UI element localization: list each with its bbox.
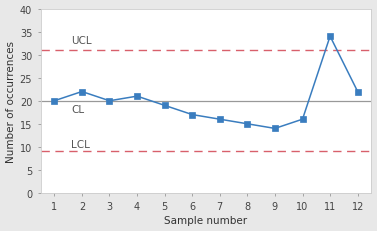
Text: CL: CL: [71, 105, 84, 115]
X-axis label: Sample number: Sample number: [164, 216, 248, 225]
Y-axis label: Number of occurrences: Number of occurrences: [6, 41, 15, 162]
Text: LCL: LCL: [71, 140, 90, 149]
Text: UCL: UCL: [71, 36, 92, 46]
